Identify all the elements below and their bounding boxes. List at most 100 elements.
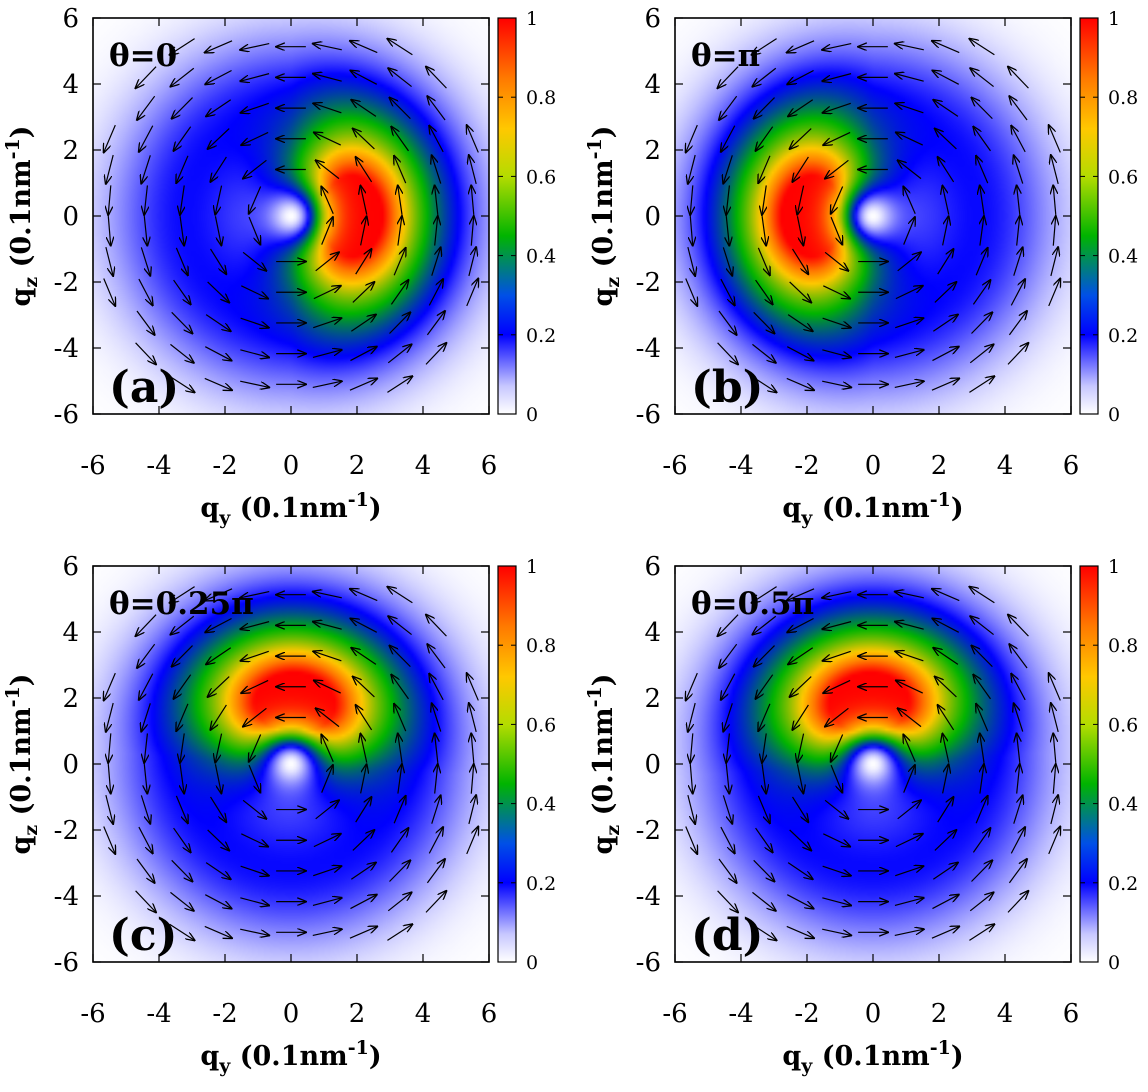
vector-arrow	[214, 216, 221, 245]
vector-arrow	[937, 249, 954, 275]
colorbar-tick-label: 1	[1108, 8, 1120, 30]
panel-b: -6 -4 -2 0 2 4 6 -6 -4 -2 0 2 4 6 θ=π (b) qy (0.1nm-…	[584, 4, 1138, 529]
vector-arrow	[243, 159, 267, 178]
vector-arrow	[429, 126, 444, 153]
vector-arrow	[321, 735, 334, 763]
vector-arrow	[391, 127, 409, 152]
y-tick-label: 2	[62, 684, 79, 714]
y-tick-label: 6	[62, 552, 79, 582]
vector-arrow	[103, 826, 116, 854]
vector-arrow	[1050, 795, 1058, 825]
vector-arrow	[823, 679, 851, 693]
vector-arrow	[894, 929, 924, 937]
vector-arrow	[722, 795, 732, 823]
y-axis-label-a: qz (0.1nm-1)	[2, 126, 42, 307]
vector-arrow	[471, 733, 474, 764]
vector-arrow	[719, 643, 738, 668]
vector-arrow	[139, 673, 154, 700]
y-tick-label: -6	[636, 948, 661, 978]
vector-arrow	[969, 587, 995, 604]
colorbar-tick-label: 0.8	[1108, 87, 1138, 109]
vector-arrow	[754, 645, 775, 667]
vector-field-c	[104, 587, 479, 941]
vector-arrow	[972, 280, 990, 305]
x-tick-label: -2	[794, 999, 819, 1029]
colorbar-tick-label: 0.4	[1108, 246, 1138, 268]
vector-arrow	[797, 185, 805, 215]
vector-arrow	[897, 800, 921, 820]
vector-arrow	[314, 132, 341, 146]
panel-d: -6 -4 -2 0 2 4 6 -6 -4 -2 0 2 4 6 θ=0.5π (d) qy (0.1…	[584, 552, 1138, 1077]
vector-arrow	[249, 186, 262, 214]
vector-arrow	[1008, 615, 1029, 637]
vector-arrow	[895, 44, 924, 51]
vector-arrow	[241, 833, 268, 847]
vector-arrow	[931, 378, 959, 391]
vector-arrow	[756, 126, 774, 151]
vector-arrow	[822, 928, 851, 935]
x-tick-label: 0	[283, 451, 300, 481]
vector-arrow	[139, 125, 154, 152]
vector-arrow	[1008, 311, 1027, 336]
vector-arrow	[171, 859, 193, 881]
vector-arrow	[350, 895, 376, 910]
vector-arrow	[934, 282, 957, 303]
vector-arrow	[391, 675, 409, 700]
colorbar-c	[497, 565, 517, 963]
vector-arrow	[428, 279, 443, 306]
colorbar-tick-label: 1	[526, 556, 538, 578]
x-tick-label: 2	[349, 451, 366, 481]
vector-arrow	[466, 827, 479, 855]
vector-arrow	[719, 95, 738, 120]
vector-arrow	[205, 588, 233, 601]
x-ticks-a: -6 -4 -2 0 2 4 6	[80, 18, 497, 481]
vector-arrow	[938, 157, 955, 183]
vector-arrow	[432, 155, 442, 184]
vector-arrow	[350, 619, 378, 633]
vector-arrow	[137, 95, 156, 120]
vector-arrow	[717, 890, 738, 913]
vector-arrow	[240, 73, 270, 82]
vector-arrow	[822, 621, 852, 630]
colorbar-tick-label: 0.6	[1108, 714, 1138, 736]
vector-arrow	[135, 342, 156, 365]
vector-arrow	[973, 127, 991, 152]
vector-arrow	[144, 764, 147, 794]
vector-arrow	[755, 827, 773, 852]
x-tick-label: -2	[212, 999, 237, 1029]
y-tick-label: 4	[62, 70, 79, 100]
panel-c: -6 -4 -2 0 2 4 6 -6 -4 -2 0 2 4 6 θ=0.25π (c) qy (0.…	[2, 552, 556, 1077]
vector-arrow	[932, 315, 958, 332]
vector-arrow	[790, 128, 812, 149]
vector-arrow	[137, 643, 156, 668]
vector-field-d	[686, 587, 1061, 941]
y-tick-label: -2	[54, 268, 79, 298]
vector-arrow	[387, 39, 413, 56]
vector-arrow	[353, 129, 375, 150]
vector-arrow	[786, 894, 813, 909]
vector-arrow	[352, 830, 375, 851]
vector-arrow	[823, 102, 851, 112]
vector-arrow	[718, 310, 737, 335]
vector-arrow	[976, 704, 989, 732]
vector-arrow	[471, 185, 474, 216]
panel-a: -6 -4 -2 0 2 4 6 -6 -4 -2 0 2 4 6 θ=0 (a) qy (0.1nm-…	[2, 4, 556, 529]
vector-arrow	[975, 248, 987, 276]
vector-arrow	[762, 185, 766, 214]
vector-arrow	[1017, 185, 1020, 215]
vector-arrow	[242, 251, 266, 271]
vector-arrow	[390, 828, 408, 853]
vector-arrow	[824, 799, 848, 819]
vector-arrow	[393, 796, 405, 824]
vector-arrow	[136, 858, 155, 883]
x-tick-label: -6	[80, 999, 105, 1029]
vector-arrow	[180, 733, 184, 762]
vector-arrow	[171, 311, 193, 333]
vector-arrow	[690, 733, 693, 763]
vector-arrow	[762, 764, 766, 793]
vector-arrow	[690, 185, 693, 215]
vector-arrow	[315, 252, 339, 272]
vector-arrow	[169, 923, 195, 940]
vector-arrow	[726, 216, 729, 246]
